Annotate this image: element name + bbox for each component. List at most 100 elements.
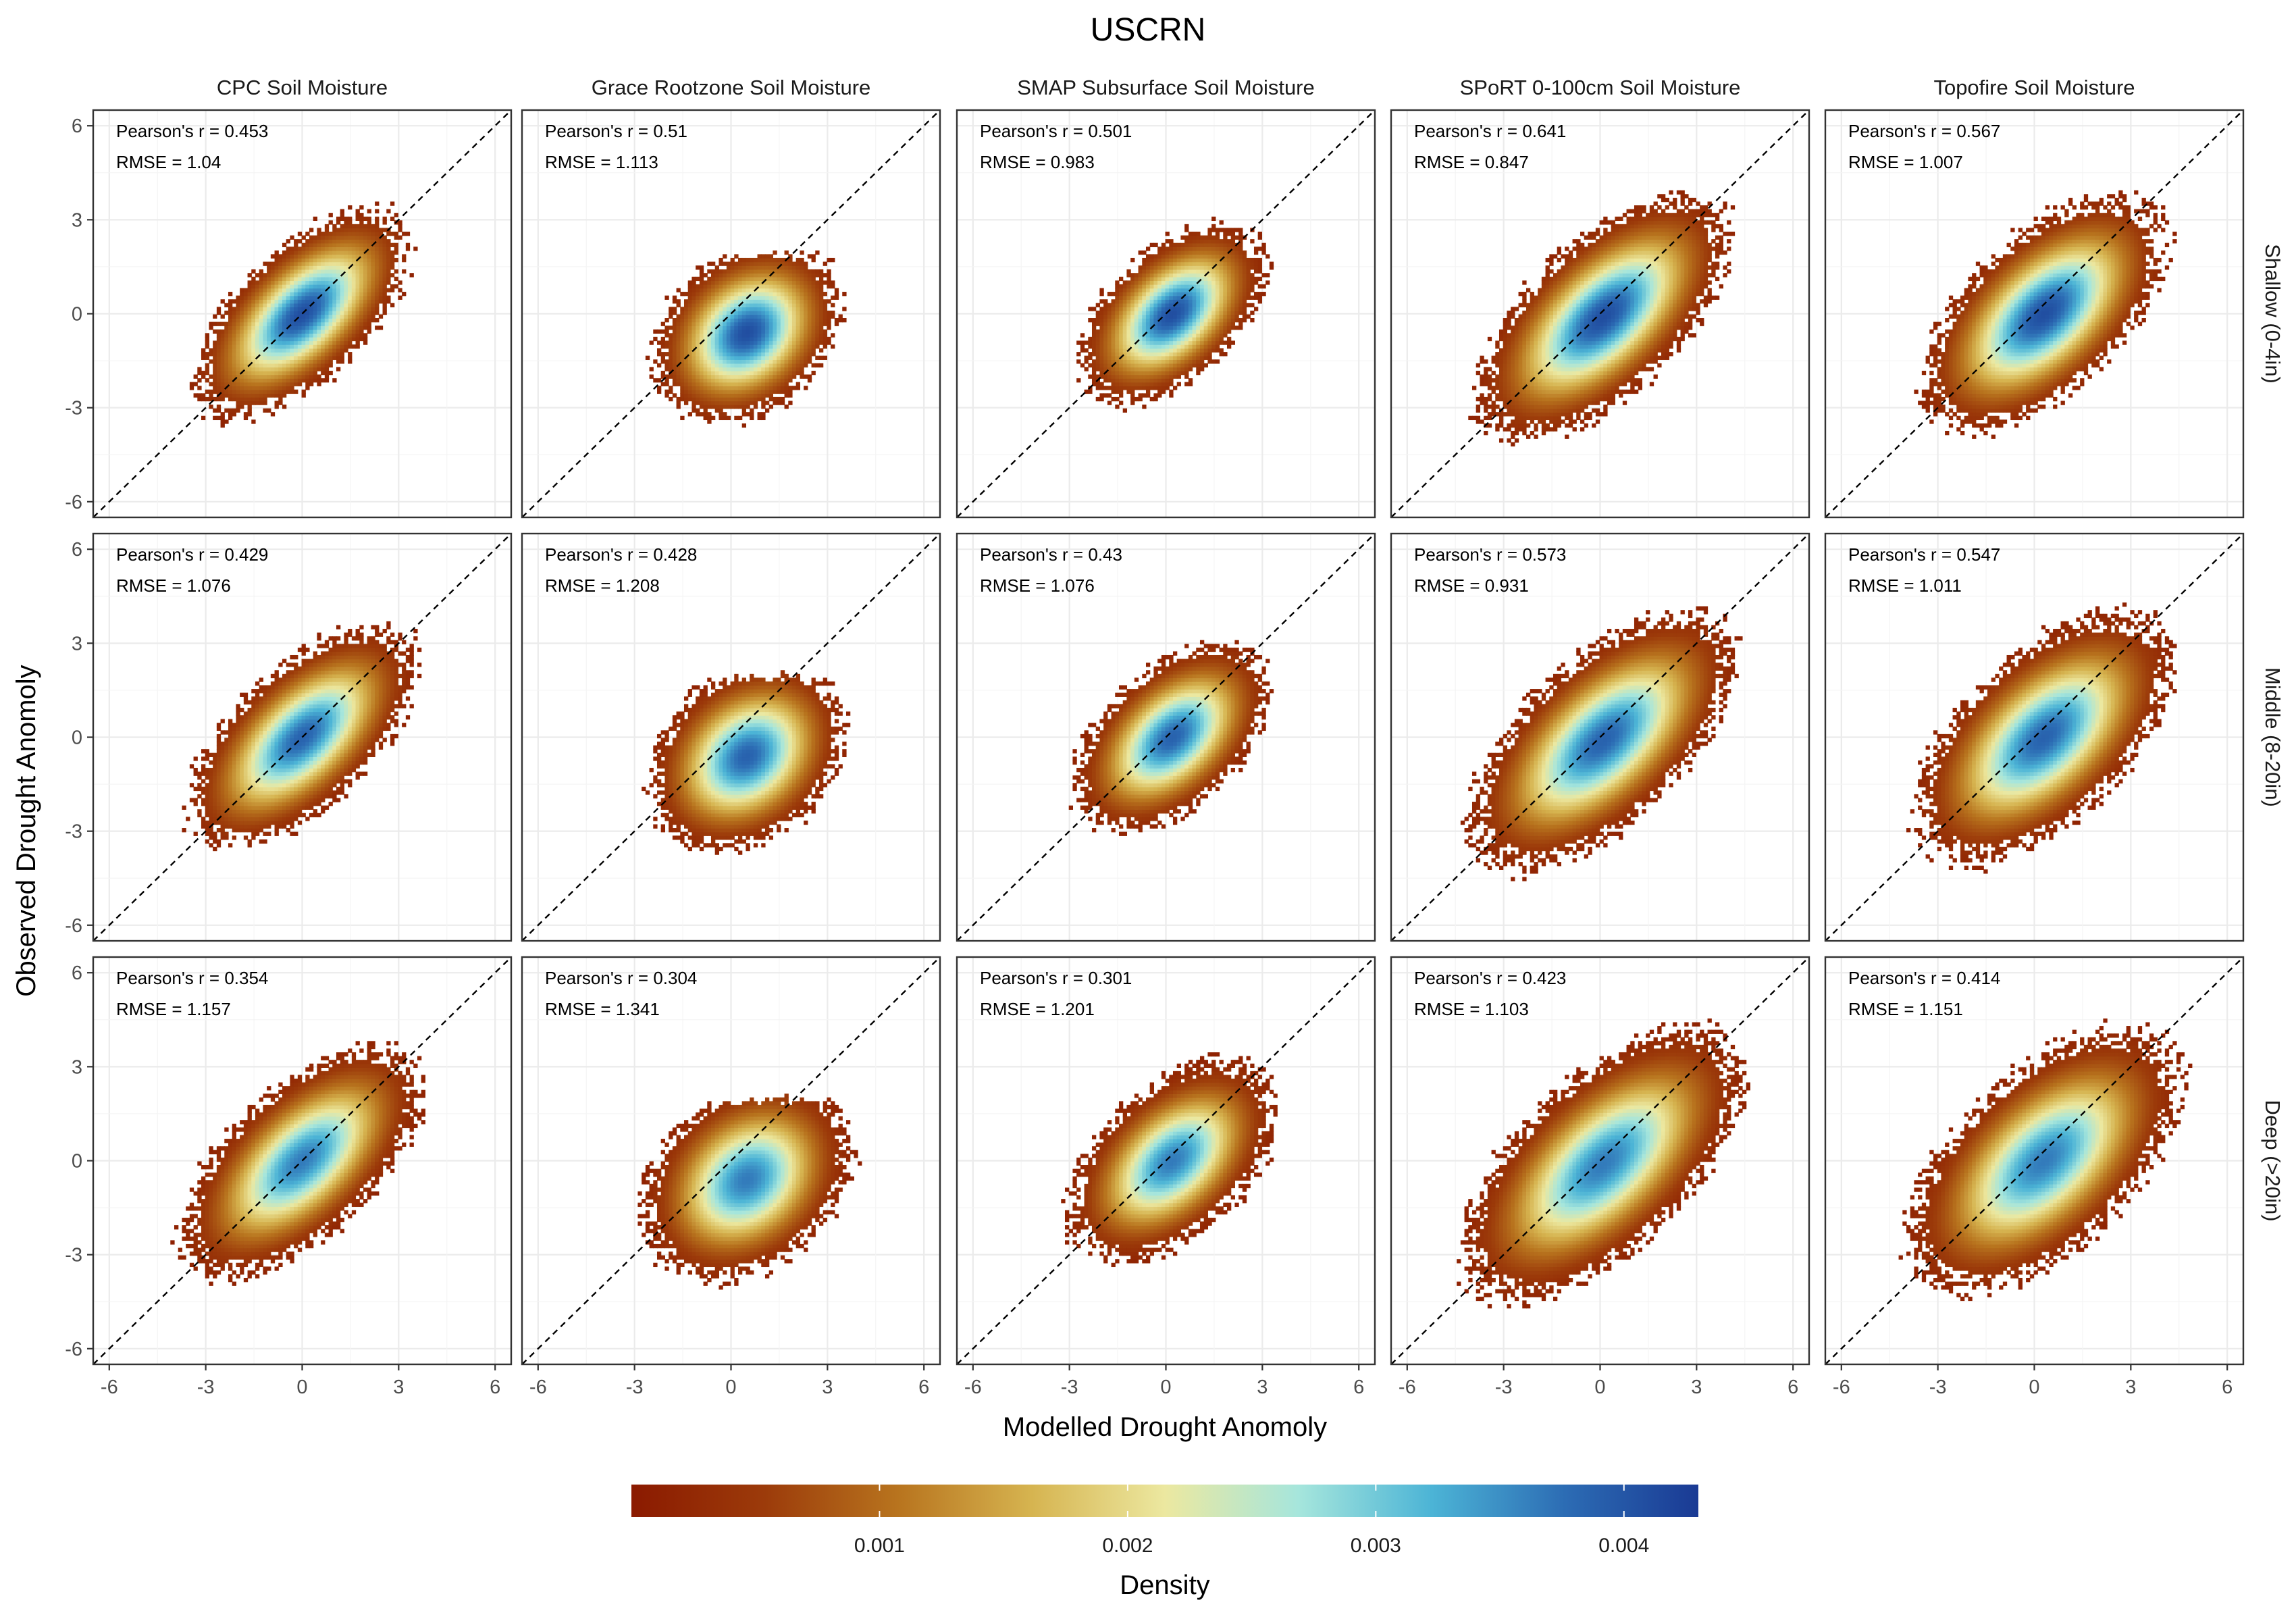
heatmap-cell	[375, 216, 380, 222]
heatmap-cell	[719, 321, 723, 326]
heatmap-cell	[278, 273, 283, 278]
heatmap-cell	[232, 310, 237, 315]
heatmap-cell	[340, 269, 344, 274]
heatmap-cell	[1180, 348, 1185, 353]
heatmap-cell	[1165, 307, 1170, 311]
heatmap-cell	[301, 359, 306, 364]
heatmap-cell	[236, 336, 240, 342]
heatmap-cell	[371, 235, 375, 240]
heatmap-cell	[734, 269, 739, 274]
heatmap-cell	[1111, 370, 1116, 376]
heatmap-cell	[811, 314, 816, 319]
heatmap-cell	[378, 231, 384, 236]
heatmap-cell	[1138, 363, 1143, 368]
heatmap-cell	[734, 382, 739, 386]
heatmap-cell	[336, 295, 341, 300]
heatmap-cell	[274, 295, 279, 300]
heatmap-cell	[746, 389, 750, 394]
heatmap-cell	[707, 329, 712, 334]
heatmap-cell	[804, 303, 808, 308]
heatmap-cell	[363, 242, 368, 247]
heatmap-cell	[683, 326, 689, 330]
heatmap-cell	[297, 292, 303, 297]
heatmap-cell	[741, 307, 747, 311]
heatmap-cell	[1107, 344, 1112, 349]
heatmap-cell	[351, 284, 357, 289]
heatmap-cell	[1223, 321, 1228, 326]
heatmap-cell	[719, 276, 723, 282]
heatmap-cell	[378, 247, 384, 251]
heatmap-cell	[355, 321, 360, 326]
heatmap-cell	[355, 261, 360, 266]
heatmap-cell	[1203, 292, 1208, 297]
heatmap-cell	[309, 359, 314, 364]
heatmap-cell	[301, 374, 306, 379]
heatmap-cell	[1142, 295, 1147, 300]
heatmap-cell	[699, 396, 704, 402]
heatmap-cell	[1107, 317, 1112, 323]
heatmap-cell	[1192, 284, 1197, 289]
heatmap-cell	[1138, 378, 1143, 383]
heatmap-cell	[703, 310, 708, 315]
heatmap-cell	[278, 321, 283, 326]
heatmap-cell	[1188, 352, 1193, 357]
heatmap-cell	[1130, 284, 1135, 289]
heatmap-cell	[1176, 254, 1182, 259]
heatmap-cell	[707, 370, 712, 376]
heatmap-cell	[1503, 405, 1508, 409]
heatmap-cell	[741, 295, 747, 300]
heatmap-cell	[804, 295, 808, 300]
heatmap-cell	[1103, 378, 1108, 383]
heatmap-cell	[1153, 303, 1158, 308]
heatmap-cell	[764, 321, 770, 326]
heatmap-cell	[687, 307, 693, 311]
heatmap-cell	[1149, 314, 1155, 319]
heatmap-cell	[653, 359, 658, 364]
heatmap-cell	[730, 370, 735, 376]
heatmap-cell	[270, 329, 276, 334]
heatmap-cell	[680, 370, 685, 376]
heatmap-cell	[363, 269, 368, 274]
heatmap-cell	[777, 257, 781, 263]
heatmap-cell	[363, 231, 368, 236]
heatmap-cell	[807, 276, 812, 282]
heatmap-cell	[723, 303, 727, 308]
heatmap-cell	[278, 292, 283, 297]
heatmap-cell	[1503, 321, 1508, 326]
heatmap-cell	[236, 317, 240, 323]
heatmap-cell	[386, 231, 391, 236]
heatmap-cell	[676, 321, 681, 326]
heatmap-cell	[1238, 242, 1243, 247]
heatmap-cell	[1122, 314, 1128, 319]
heatmap-cell	[1126, 355, 1131, 360]
heatmap-cell	[1203, 326, 1208, 330]
heatmap-cell	[1215, 239, 1220, 244]
heatmap-cell	[294, 247, 298, 251]
heatmap-cell	[804, 352, 808, 357]
heatmap-cell	[730, 257, 735, 263]
heatmap-cell	[780, 386, 785, 390]
heatmap-cell	[321, 333, 325, 338]
heatmap-cell	[1142, 307, 1147, 311]
heatmap-cell	[1165, 303, 1170, 308]
heatmap-cell	[1184, 288, 1189, 292]
heatmap-cell	[1188, 235, 1193, 240]
heatmap-cell	[313, 359, 318, 364]
heatmap-cell	[205, 344, 210, 349]
heatmap-cell	[1176, 265, 1182, 270]
heatmap-cell	[224, 393, 229, 398]
heatmap-cell	[309, 261, 314, 266]
heatmap-cell	[332, 326, 337, 330]
heatmap-cell	[305, 344, 310, 349]
heatmap-cell	[251, 303, 256, 308]
rmse-label: RMSE = 1.113	[545, 152, 658, 172]
heatmap-cell	[355, 280, 360, 285]
heatmap-cell	[1107, 355, 1112, 360]
heatmap-cell	[328, 257, 333, 263]
heatmap-cell	[777, 288, 781, 292]
heatmap-cell	[1111, 326, 1116, 330]
heatmap-cell	[773, 307, 777, 311]
heatmap-cell	[1188, 310, 1193, 315]
heatmap-cell	[1242, 303, 1247, 308]
heatmap-cell	[734, 386, 739, 390]
